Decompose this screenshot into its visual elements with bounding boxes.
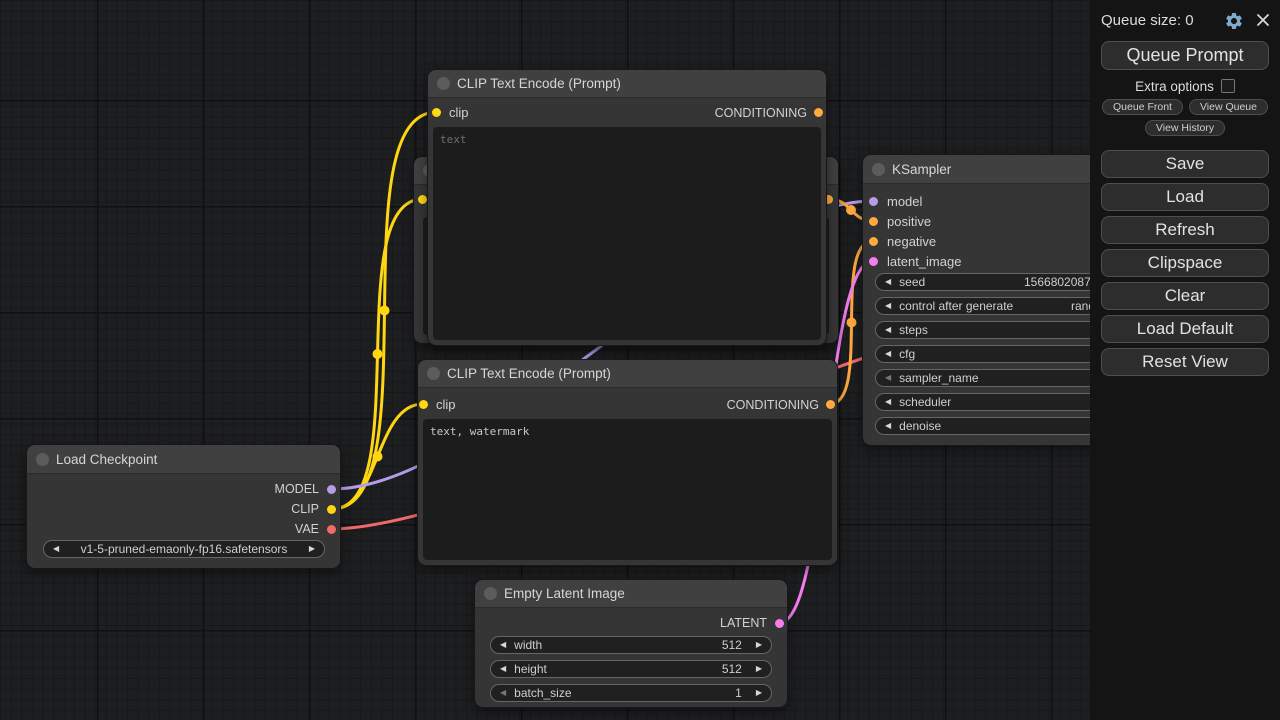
decrement-icon[interactable]: ◀ bbox=[885, 349, 892, 358]
model-input-label: model bbox=[887, 194, 923, 209]
widget-value: v1-5-pruned-emaonly-fp16.safetensors bbox=[80, 542, 288, 556]
widget-value: 512 bbox=[721, 662, 742, 676]
prompt-textarea[interactable]: text bbox=[433, 127, 821, 340]
decrement-icon[interactable]: ◀ bbox=[500, 688, 507, 697]
node-titlebar[interactable]: Load Checkpoint bbox=[27, 445, 340, 474]
decrement-icon[interactable]: ◀ bbox=[885, 421, 892, 430]
positive-input-label: positive bbox=[887, 214, 932, 229]
clear-button[interactable]: Clear bbox=[1101, 282, 1269, 310]
load-button[interactable]: Load bbox=[1101, 183, 1269, 211]
node-clip-text-encode-front[interactable]: CLIP Text Encode (Prompt) clip CONDITION… bbox=[428, 70, 826, 345]
positive-input-port[interactable] bbox=[869, 217, 878, 226]
node-title: CLIP Text Encode (Prompt) bbox=[457, 76, 621, 91]
increment-icon[interactable]: ▶ bbox=[755, 640, 762, 649]
latent-image-input-label: latent_image bbox=[887, 254, 962, 269]
clip-input-port[interactable] bbox=[432, 108, 441, 117]
decrement-icon[interactable]: ◀ bbox=[885, 373, 892, 382]
clip-input-port[interactable] bbox=[419, 400, 428, 409]
model-output-label: MODEL bbox=[274, 482, 319, 496]
node-collapse-dot[interactable] bbox=[36, 453, 49, 466]
refresh-button[interactable]: Refresh bbox=[1101, 216, 1269, 244]
decrement-icon[interactable]: ◀ bbox=[885, 397, 892, 406]
node-empty-latent-image[interactable]: Empty Latent Image LATENT ◀ width 512 ▶ … bbox=[475, 580, 787, 707]
node-title: Load Checkpoint bbox=[56, 452, 158, 467]
widget-label: cfg bbox=[899, 347, 916, 361]
save-button[interactable]: Save bbox=[1101, 150, 1269, 178]
load-default-button[interactable]: Load Default bbox=[1101, 315, 1269, 343]
model-input-port[interactable] bbox=[869, 197, 878, 206]
conditioning-output-label: CONDITIONING bbox=[726, 398, 819, 412]
node-clip-text-encode-negative[interactable]: CLIP Text Encode (Prompt) clip CONDITION… bbox=[418, 360, 837, 565]
close-icon[interactable] bbox=[1255, 12, 1271, 33]
negative-input-label: negative bbox=[887, 234, 937, 249]
model-output-port[interactable] bbox=[327, 485, 336, 494]
node-collapse-dot[interactable] bbox=[484, 587, 497, 600]
node-titlebar[interactable]: CLIP Text Encode (Prompt) bbox=[428, 70, 826, 98]
conditioning-output-port[interactable] bbox=[814, 108, 823, 117]
decrement-icon[interactable]: ◀ bbox=[500, 664, 507, 673]
comfy-menu-panel: Queue size: 0 Queue Prompt Extra options… bbox=[1090, 0, 1280, 720]
widget-value: 1566802087 bbox=[1024, 275, 1091, 289]
widget-value: 512 bbox=[721, 638, 742, 652]
vae-output-label: VAE bbox=[294, 522, 319, 536]
widget-label: sampler_name bbox=[899, 371, 979, 385]
latent-image-input-port[interactable] bbox=[869, 257, 878, 266]
queue-size-label: Queue size: 0 bbox=[1101, 12, 1194, 29]
queue-front-button[interactable]: Queue Front bbox=[1102, 99, 1183, 115]
latent-output-label: LATENT bbox=[720, 616, 767, 630]
extra-options-checkbox[interactable] bbox=[1220, 79, 1235, 93]
reset-view-button[interactable]: Reset View bbox=[1101, 348, 1269, 376]
clipspace-button[interactable]: Clipspace bbox=[1101, 249, 1269, 277]
node-load-checkpoint[interactable]: Load Checkpoint MODEL CLIP VAE ◀ v1-5-pr… bbox=[27, 445, 340, 568]
extra-options-label: Extra options bbox=[1135, 78, 1214, 94]
ckpt-name-widget[interactable]: ◀ v1-5-pruned-emaonly-fp16.safetensors ▶ bbox=[43, 540, 325, 558]
clip-input-port[interactable] bbox=[418, 195, 427, 204]
decrement-icon[interactable]: ◀ bbox=[885, 301, 892, 310]
wire-clip-to-hidden-node bbox=[330, 197, 425, 511]
widget-label: seed bbox=[899, 275, 926, 289]
latent-output-port[interactable] bbox=[775, 619, 784, 628]
conditioning-output-port[interactable] bbox=[826, 400, 835, 409]
increment-icon[interactable]: ▶ bbox=[755, 664, 762, 673]
decrement-icon[interactable]: ◀ bbox=[500, 640, 507, 649]
view-queue-button[interactable]: View Queue bbox=[1188, 99, 1268, 115]
node-title: CLIP Text Encode (Prompt) bbox=[447, 366, 611, 381]
widget-label: control after generate bbox=[899, 299, 1014, 313]
widget-label: denoise bbox=[899, 419, 942, 433]
vae-output-port[interactable] bbox=[327, 525, 336, 534]
node-collapse-dot[interactable] bbox=[437, 77, 450, 90]
node-title: KSampler bbox=[892, 162, 952, 177]
settings-gear-icon[interactable] bbox=[1224, 11, 1244, 36]
conditioning-output-label: CONDITIONING bbox=[714, 106, 807, 120]
height-widget[interactable]: ◀ height 512 ▶ bbox=[490, 660, 772, 678]
negative-input-port[interactable] bbox=[869, 237, 878, 246]
view-history-button[interactable]: View History bbox=[1144, 120, 1226, 136]
clip-input-label: clip bbox=[449, 105, 469, 120]
decrement-icon[interactable]: ◀ bbox=[885, 325, 892, 334]
width-widget[interactable]: ◀ width 512 ▶ bbox=[490, 636, 772, 654]
widget-label: width bbox=[514, 638, 543, 652]
widget-label: steps bbox=[899, 323, 928, 337]
clip-input-label: clip bbox=[436, 397, 456, 412]
widget-value: 1 bbox=[735, 686, 742, 700]
increment-icon[interactable]: ▶ bbox=[755, 688, 762, 697]
node-title: Empty Latent Image bbox=[504, 586, 625, 601]
clip-output-port[interactable] bbox=[327, 505, 336, 514]
node-collapse-dot[interactable] bbox=[872, 163, 885, 176]
widget-label: batch_size bbox=[514, 686, 572, 700]
widget-label: scheduler bbox=[899, 395, 952, 409]
prompt-textarea[interactable]: text, watermark bbox=[423, 419, 832, 560]
queue-prompt-button[interactable]: Queue Prompt bbox=[1101, 41, 1269, 70]
node-titlebar[interactable]: Empty Latent Image bbox=[475, 580, 787, 608]
node-titlebar[interactable]: CLIP Text Encode (Prompt) bbox=[418, 360, 837, 388]
prev-option-icon[interactable]: ◀ bbox=[53, 544, 60, 553]
widget-label: height bbox=[514, 662, 547, 676]
decrement-icon[interactable]: ◀ bbox=[885, 277, 892, 286]
next-option-icon[interactable]: ▶ bbox=[308, 544, 315, 553]
node-collapse-dot[interactable] bbox=[427, 367, 440, 380]
batch-size-widget[interactable]: ◀ batch_size 1 ▶ bbox=[490, 684, 772, 702]
wire-clip-to-negative-node bbox=[330, 402, 425, 511]
clip-output-label: CLIP bbox=[291, 502, 319, 516]
